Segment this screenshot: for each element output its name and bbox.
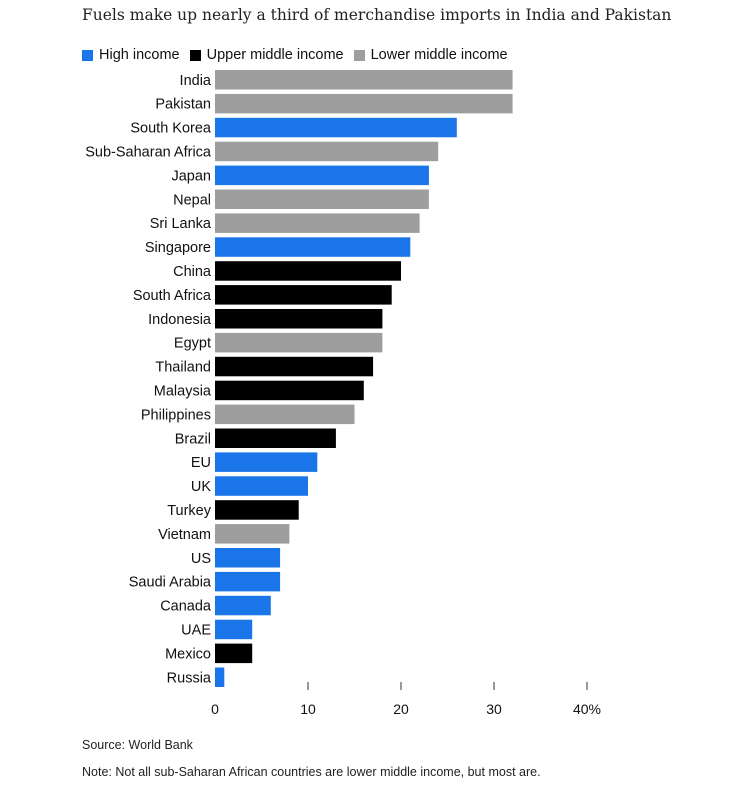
bar-label-uk: UK (191, 479, 211, 495)
bar-label-india: India (180, 73, 212, 89)
bar-chart: India Pakistan South Korea Sub-Saharan Afri… (85, 70, 601, 717)
footnote: Note: Not all sub-Saharan African countr… (82, 765, 541, 779)
source-note: Source: World Bank (82, 738, 193, 752)
bar-label-turkey: Turkey (167, 503, 212, 519)
bar-label-indonesia: Indonesia (148, 312, 212, 328)
bar-mexico (215, 643, 253, 664)
bar-eu (215, 452, 318, 472)
bar-philippines (215, 404, 355, 425)
x-tick-label-30: 30 (486, 701, 502, 717)
legend-item-high-income: High income (82, 47, 180, 63)
x-tick-label-10: 10 (300, 701, 316, 717)
legend: High income Upper middle income Lower mi… (82, 46, 518, 64)
bar-label-canada: Canada (160, 599, 212, 615)
bar-china (215, 261, 401, 281)
bar-label-us: US (191, 551, 211, 567)
bar-label-vietnam: Vietnam (158, 527, 211, 543)
bar-label-sri-lanka: Sri Lanka (150, 216, 212, 232)
bar-pakistan (215, 93, 513, 114)
legend-item-upper-middle-income: Upper middle income (189, 47, 344, 63)
bar-india (215, 70, 513, 90)
bar-label-malaysia: Malaysia (154, 383, 212, 399)
legend-label-high-income: High income (99, 47, 180, 63)
bar-label-brazil: Brazil (175, 431, 211, 447)
bar-saudi-arabia (215, 571, 281, 592)
x-tick-label-0: 0 (211, 701, 219, 717)
bar-south-korea (215, 117, 457, 138)
bar-turkey (215, 500, 299, 520)
legend-swatch-lower-middle-income (353, 49, 365, 61)
bar-russia (215, 667, 225, 687)
bar-uk (215, 476, 308, 496)
bar-thailand (215, 356, 374, 377)
x-tick-label-40: 40% (573, 701, 601, 717)
legend-item-lower-middle-income: Lower middle income (353, 47, 508, 63)
bar-label-south-korea: South Korea (130, 121, 212, 137)
bar-label-saudi-arabia: Saudi Arabia (129, 575, 212, 591)
bar-indonesia (215, 309, 383, 329)
bar-us (215, 548, 281, 568)
legend-label-lower-middle-income: Lower middle income (370, 47, 508, 63)
bar-label-china: China (173, 264, 212, 280)
bar-south-africa (215, 285, 392, 305)
bar-label-thailand: Thailand (155, 360, 211, 376)
legend-label-upper-middle-income: Upper middle income (206, 47, 344, 63)
bar-label-uae: UAE (181, 622, 211, 638)
bar-label-sub-saharan-africa: Sub-Saharan Africa (85, 144, 212, 160)
bar-label-south-africa: South Africa (133, 288, 212, 304)
bar-vietnam (215, 524, 290, 544)
bar-brazil (215, 428, 336, 448)
bar-label-eu: EU (191, 455, 211, 471)
bar-label-japan: Japan (171, 168, 211, 184)
bar-egypt (215, 332, 383, 353)
bar-label-nepal: Nepal (173, 192, 211, 208)
bar-label-philippines: Philippines (141, 407, 211, 423)
bar-canada (215, 595, 271, 616)
bar-uae (215, 619, 253, 640)
bar-nepal (215, 189, 429, 209)
bar-japan (215, 165, 429, 186)
bar-label-mexico: Mexico (165, 646, 211, 662)
bar-label-singapore: Singapore (145, 240, 211, 256)
x-tick-label-20: 20 (393, 701, 409, 717)
legend-swatch-upper-middle-income (189, 49, 201, 61)
chart-title: Fuels make up nearly a third of merchand… (82, 6, 672, 24)
bar-label-russia: Russia (167, 670, 212, 686)
legend-swatch-high-income (82, 49, 93, 61)
bar-malaysia (215, 380, 364, 401)
bar-label-egypt: Egypt (174, 336, 211, 352)
bar-label-pakistan: Pakistan (155, 97, 211, 113)
bar-sub-saharan-africa (215, 141, 439, 162)
bar-sri-lanka (215, 213, 420, 233)
bar-singapore (215, 237, 411, 257)
